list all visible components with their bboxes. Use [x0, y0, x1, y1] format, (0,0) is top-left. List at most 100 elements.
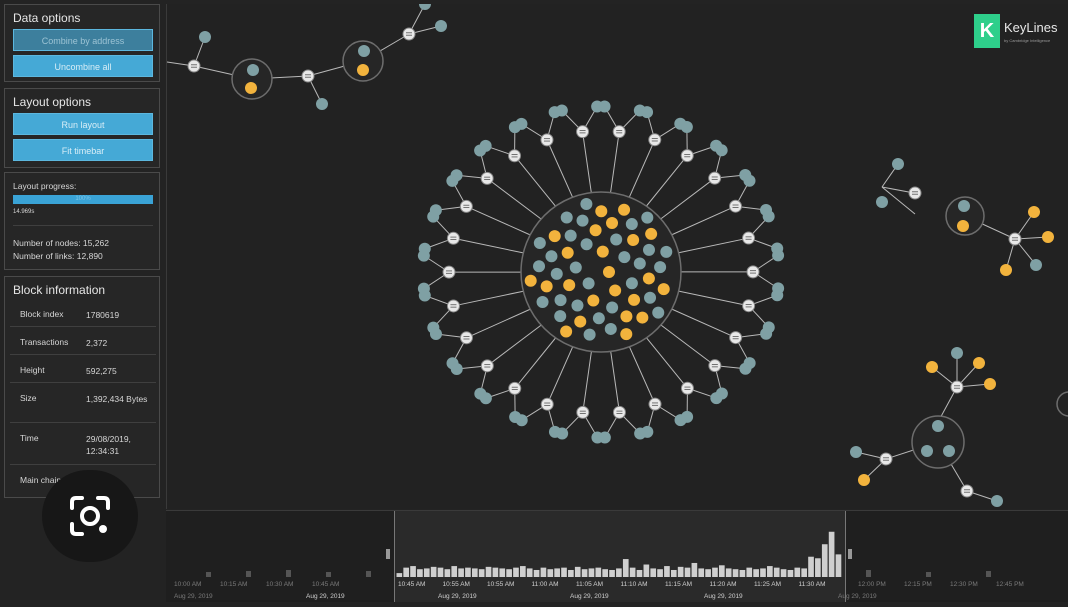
graph-node	[591, 431, 604, 444]
graph-link	[582, 351, 592, 413]
timebar-window[interactable]	[394, 511, 846, 602]
graph-node	[636, 311, 649, 324]
graph-node	[580, 197, 593, 210]
histogram-bar	[513, 567, 519, 577]
transaction-node	[540, 133, 554, 147]
graph-link	[487, 324, 542, 367]
info-row: Time 29/08/2019, 12:34:31	[10, 423, 156, 465]
lens-button[interactable]	[42, 470, 138, 562]
graph-link	[678, 237, 749, 254]
timebar-tick-label: 12:30 PM	[950, 581, 978, 588]
histogram-bar	[602, 569, 609, 577]
histogram-bar	[828, 531, 835, 577]
graph-node	[560, 325, 573, 338]
transaction-node	[950, 380, 964, 394]
graph-node	[620, 328, 633, 341]
graph-link	[678, 290, 749, 307]
timebar-tick-label: 12:15 PM	[904, 581, 932, 588]
transaction-node	[742, 299, 756, 313]
histogram-bar	[808, 556, 814, 577]
graph-node	[642, 272, 655, 285]
graph-node	[652, 306, 665, 319]
histogram-bar	[451, 566, 458, 577]
data-options-panel: Data options Combine by address Uncombin…	[4, 4, 160, 82]
graph-node	[545, 250, 558, 263]
timebar-right-handle[interactable]	[848, 549, 852, 559]
graph-node	[680, 120, 693, 133]
timebar-tick-label: 11:10 AM	[620, 581, 648, 588]
histogram-bar	[568, 569, 574, 577]
graph-node	[743, 174, 756, 187]
graph-node	[435, 20, 447, 32]
timebar-left-handle[interactable]	[386, 549, 390, 559]
layout-progress-panel: Layout progress: 100% 14.969s Number of …	[4, 172, 160, 270]
graph-node	[644, 291, 657, 304]
graph-node	[580, 238, 593, 251]
graph-node	[429, 204, 442, 217]
histogram-bar	[471, 568, 478, 577]
graph-node	[921, 445, 933, 457]
histogram-bar	[403, 567, 410, 577]
graph-link	[671, 205, 736, 236]
graph-node	[596, 245, 609, 258]
graph-node	[876, 196, 888, 208]
graph-link	[582, 131, 592, 193]
histogram-bar	[595, 567, 602, 577]
histogram-bar	[794, 567, 801, 577]
transaction-node	[301, 69, 315, 83]
transaction-node	[680, 149, 694, 163]
transaction-node	[612, 405, 626, 419]
uncombine-button[interactable]: Uncombine all	[13, 55, 153, 77]
graph-node	[1042, 231, 1054, 243]
histogram-bar	[526, 568, 533, 577]
graph-link	[610, 131, 620, 193]
histogram-bar	[698, 568, 705, 577]
graph-node	[548, 230, 561, 243]
graph-link	[671, 308, 736, 339]
graph-node	[641, 211, 654, 224]
graph-link	[546, 346, 574, 405]
transaction-node	[742, 231, 756, 245]
graph-link	[660, 177, 715, 220]
graph-node	[479, 139, 492, 152]
block-info-title: Block information	[13, 283, 106, 297]
timebar-tick-label: 11:00 AM	[531, 581, 559, 588]
histogram-bar	[636, 569, 643, 577]
graph-node	[932, 420, 944, 432]
graph-node	[199, 31, 211, 43]
graph-node	[524, 274, 537, 287]
histogram-bar	[926, 572, 931, 577]
graph-link	[466, 308, 531, 339]
run-layout-button[interactable]: Run layout	[13, 113, 153, 135]
graph-node	[591, 100, 604, 113]
timebar-date-label: Aug 29, 2019	[438, 593, 477, 600]
graph-canvas[interactable]	[167, 4, 1068, 509]
timebar-tick-label: 11:30 AM	[798, 581, 826, 588]
logo-name: KeyLines	[1004, 20, 1058, 35]
fit-timebar-button[interactable]: Fit timebar	[13, 139, 153, 161]
histogram-bar	[664, 566, 670, 577]
graph-node	[563, 279, 576, 292]
graph-node	[772, 249, 785, 262]
info-key: Transactions	[20, 337, 69, 347]
timebar-date-label: Aug 29, 2019	[306, 593, 345, 600]
histogram-bar	[801, 568, 807, 577]
keylines-logo-icon: K	[974, 14, 1000, 48]
graph-node	[533, 237, 546, 250]
timebar-tick-label: 10:30 AM	[266, 581, 294, 588]
graph-node	[536, 296, 549, 309]
info-value: 1,392,434 Bytes	[86, 394, 148, 404]
graph-node	[951, 347, 963, 359]
graph-link	[514, 337, 556, 389]
graph-node	[427, 321, 440, 334]
graph-link	[466, 205, 531, 236]
transaction-node	[508, 149, 522, 163]
info-key: Time	[20, 433, 39, 443]
combine-button[interactable]: Combine by address	[13, 29, 153, 51]
timebar-date-label: Aug 29, 2019	[174, 593, 213, 600]
timebar[interactable]: 10:00 AM 10:15 AM 10:30 AM 10:45 AM 10:45 AM…	[166, 510, 1068, 602]
histogram-bar	[616, 568, 622, 577]
graph-node	[316, 98, 328, 110]
info-key: Height	[20, 365, 45, 375]
network-graph[interactable]: K KeyLines by Cambridge Intelligence	[166, 4, 1068, 509]
